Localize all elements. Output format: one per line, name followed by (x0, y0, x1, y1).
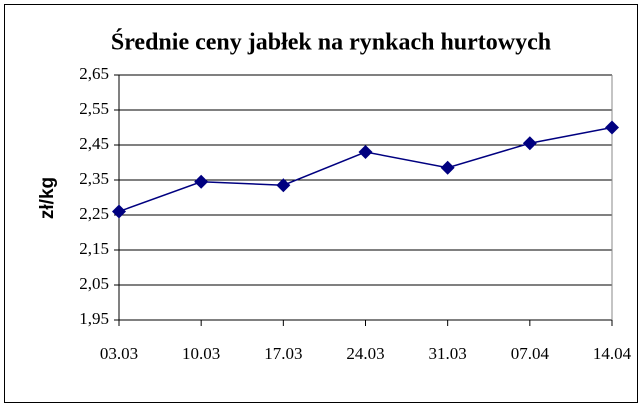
marker (112, 204, 126, 219)
x-tick-label: 17.03 (264, 344, 302, 363)
y-tick-label: 2,05 (79, 274, 109, 293)
x-tick-label: 31.03 (429, 344, 467, 363)
y-tick-label: 1,95 (79, 309, 109, 328)
chart-border (4, 4, 638, 403)
marker (194, 174, 209, 189)
y-tick-label: 2,55 (79, 99, 109, 118)
y-tick-label: 2,15 (79, 239, 109, 258)
x-tick-label: 10.03 (182, 344, 220, 363)
x-tick-label: 03.03 (100, 344, 138, 363)
x-tick-label: 07.04 (511, 344, 550, 363)
chart-title: Średnie ceny jabłek na rynkach hurtowych (111, 29, 551, 56)
y-tick-label: 2,25 (79, 204, 109, 223)
marker (276, 178, 291, 193)
y-tick-label: 2,45 (79, 134, 109, 153)
marker (440, 160, 455, 175)
y-tick-label: 2,35 (79, 169, 109, 188)
marker (522, 136, 537, 151)
x-tick-label: 14.04 (593, 344, 632, 363)
x-tick-label: 24.03 (346, 344, 384, 363)
y-axis-label: zł/kg (37, 177, 58, 219)
marker (605, 120, 619, 135)
marker (358, 145, 373, 159)
y-tick-label: 2,65 (79, 64, 109, 83)
